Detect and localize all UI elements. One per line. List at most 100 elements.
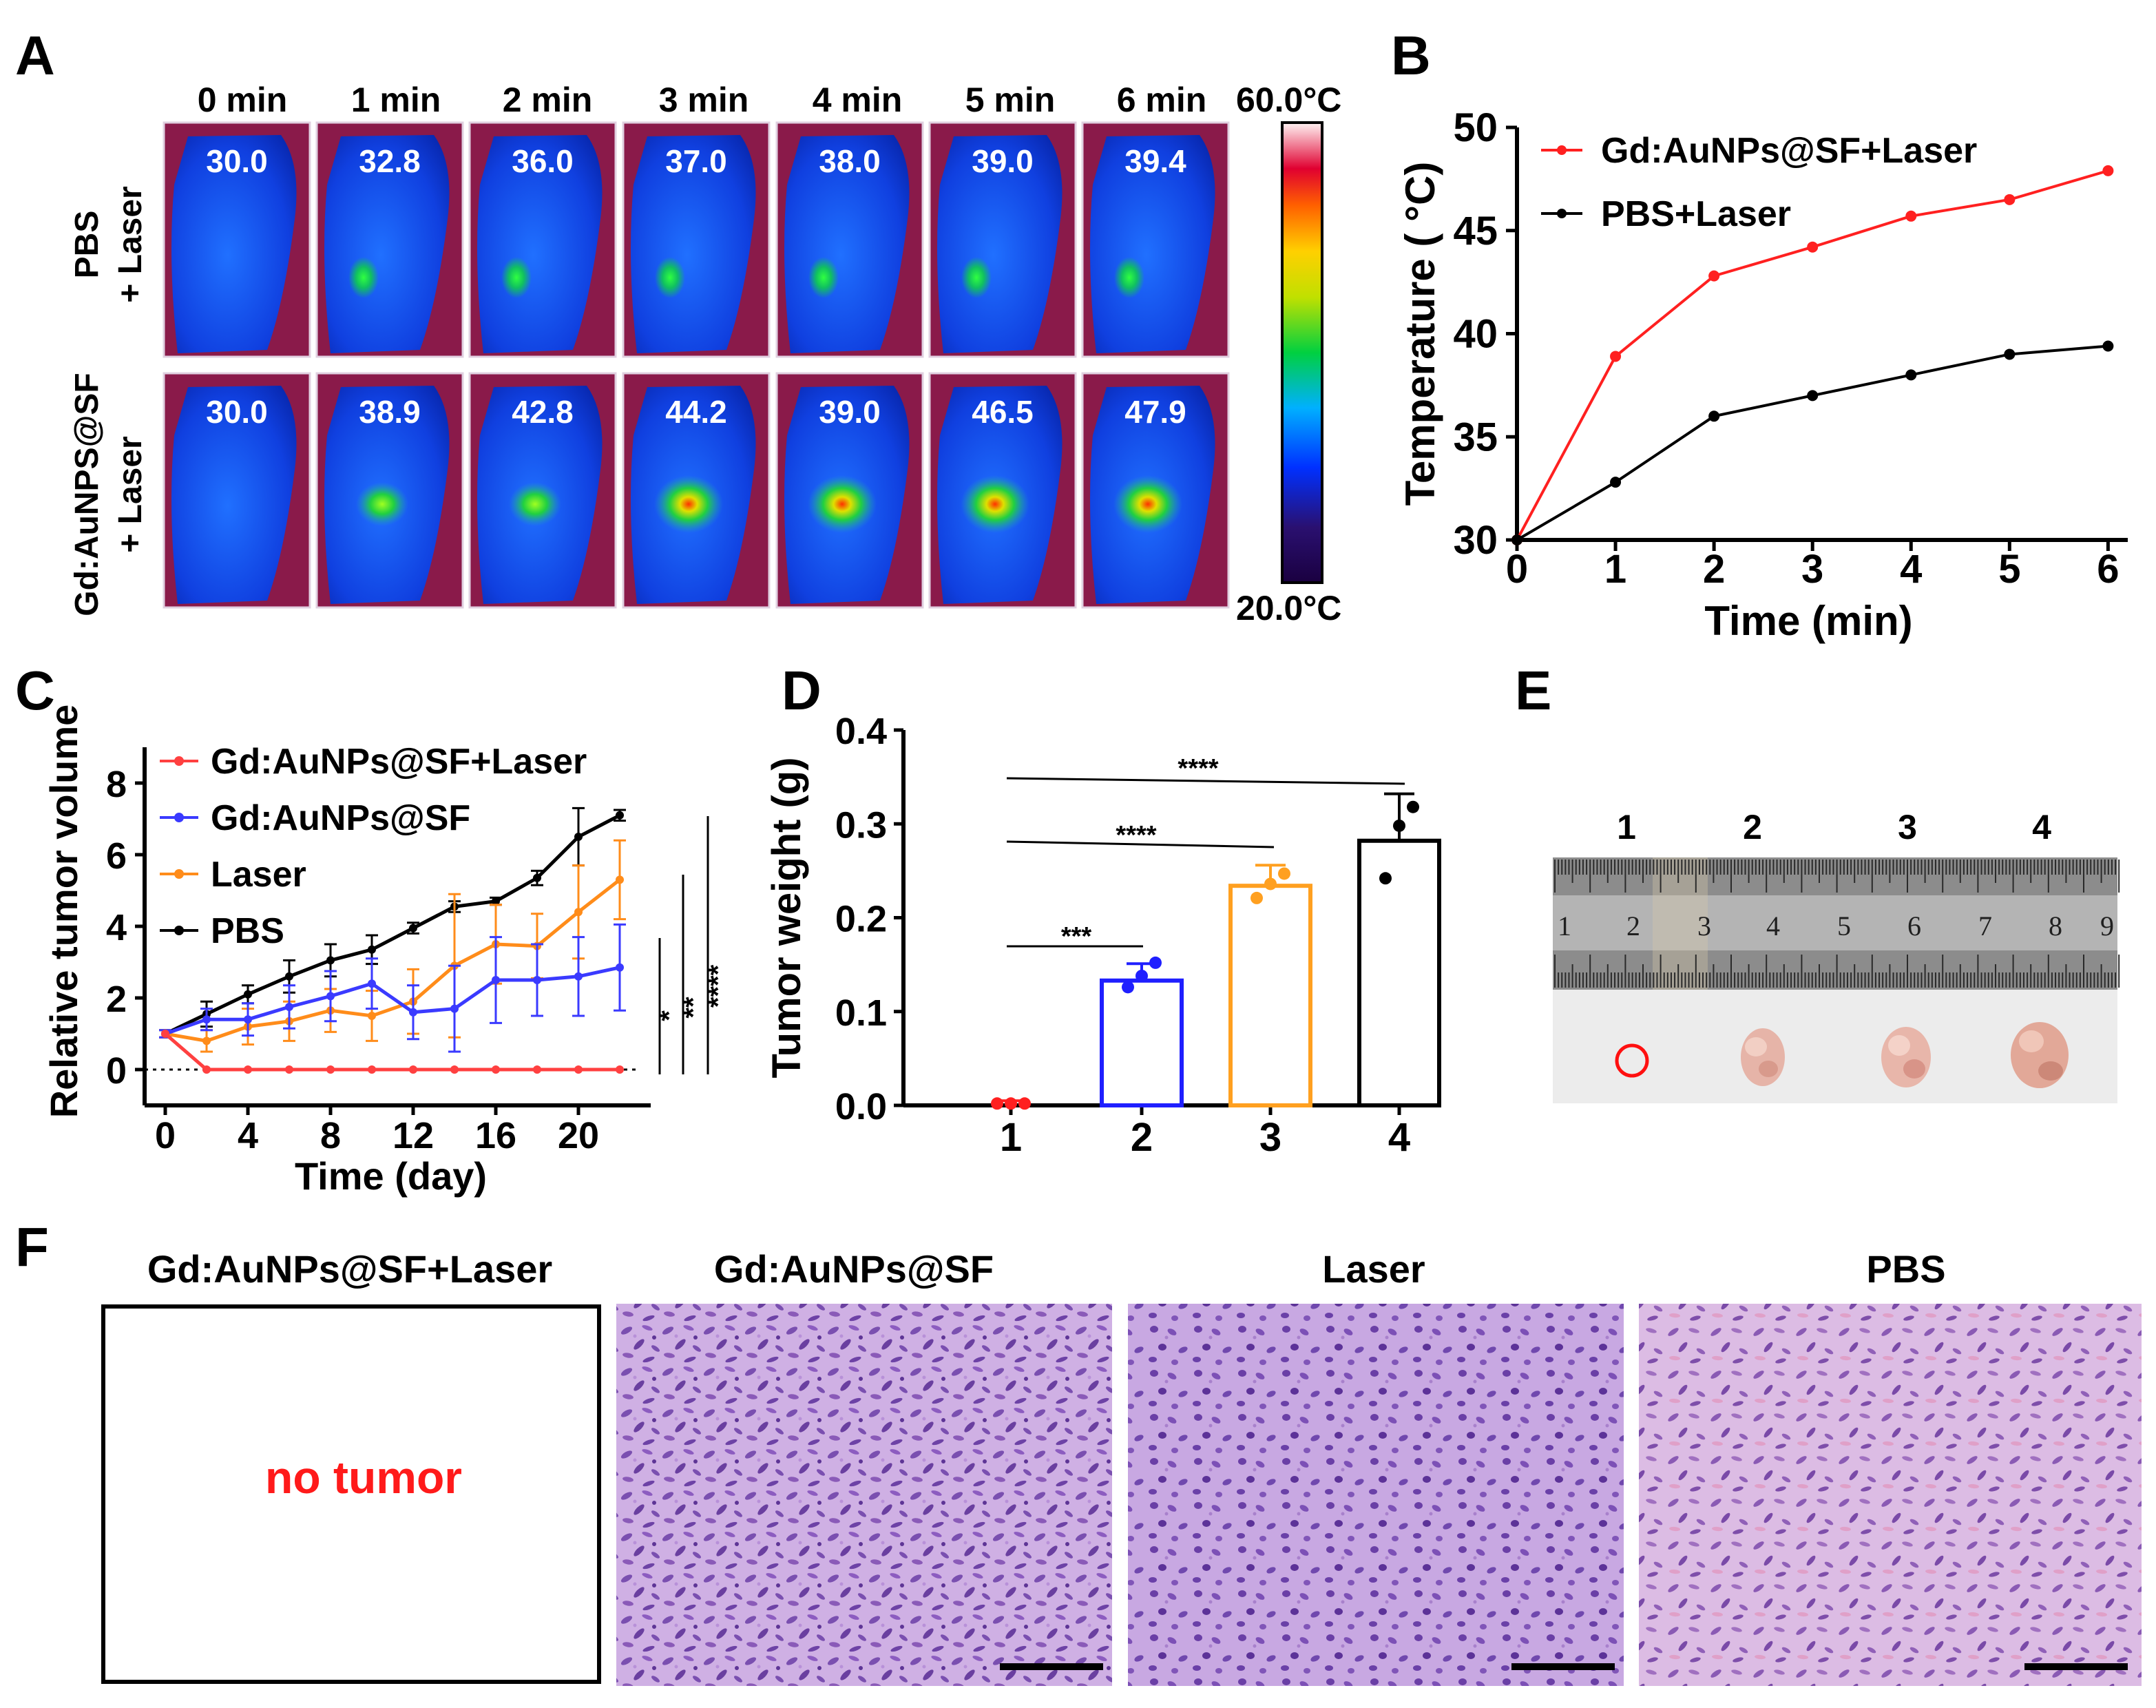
ruler-glare bbox=[1653, 857, 1708, 990]
data-point bbox=[1905, 210, 1917, 222]
sig-line-d3 bbox=[1006, 777, 1405, 785]
data-point bbox=[1708, 410, 1720, 422]
row-label-gd-2: + Laser bbox=[112, 436, 149, 552]
sig-c-1: * bbox=[654, 1010, 684, 1021]
data-point bbox=[244, 1015, 252, 1024]
time-label-5: 5 min bbox=[965, 81, 1056, 119]
ruler-number-9: 9 bbox=[2100, 910, 2114, 941]
f-title-2: Gd:AuNPs@SF bbox=[714, 1247, 994, 1291]
data-point bbox=[1005, 1097, 1017, 1110]
y-tick-label: 45 bbox=[1453, 209, 1498, 253]
data-point bbox=[450, 1065, 459, 1074]
panel-e: E 1 2 3 4 1 2 3 4 5 6 7 8 9 bbox=[1515, 660, 2120, 1103]
data-point bbox=[492, 976, 500, 984]
chart-c: 0 2 4 6 8 0 4 8 12 16 20 Time (day) Relative tumor v… bbox=[42, 705, 651, 1198]
x-tick-label: 5 bbox=[1998, 547, 2020, 592]
panel-label-b: B bbox=[1391, 25, 1431, 86]
heat-spot bbox=[1113, 475, 1182, 533]
temperature-value: 39.4 bbox=[1124, 143, 1186, 179]
histology-laser bbox=[1128, 1304, 1624, 1686]
mouse-body bbox=[1090, 135, 1215, 353]
bar-3 bbox=[1228, 884, 1312, 1108]
data-point bbox=[1610, 477, 1622, 488]
data-point bbox=[244, 1065, 252, 1074]
data-point bbox=[409, 1065, 417, 1074]
tumor-2 bbox=[1741, 1028, 1785, 1086]
temperature-value: 42.8 bbox=[512, 394, 574, 430]
tumor-4 bbox=[2011, 1022, 2069, 1088]
legend-label-0: Gd:AuNPs@SF+Laser bbox=[1601, 131, 1977, 171]
panel-a: A 0 min 1 min 2 min 3 min 4 min 5 min 6 … bbox=[15, 25, 1341, 627]
temperature-value: 30.0 bbox=[206, 143, 268, 179]
x-tick-label: 1 bbox=[1604, 547, 1626, 592]
temperature-value: 37.0 bbox=[665, 143, 727, 179]
time-label-2: 2 min bbox=[503, 81, 593, 119]
heat-spot bbox=[348, 257, 379, 298]
x-tick-label: 3 bbox=[1801, 547, 1823, 592]
temperature-value: 39.0 bbox=[819, 394, 881, 430]
heat-spot bbox=[655, 257, 685, 298]
temperature-value: 32.8 bbox=[359, 143, 421, 179]
data-point bbox=[1807, 241, 1819, 253]
heat-spot bbox=[808, 475, 877, 533]
ruler-number-5: 5 bbox=[1837, 910, 1851, 941]
x-tick-label: 2 bbox=[1131, 1115, 1153, 1160]
x-tick-label: 0 bbox=[1506, 547, 1528, 592]
temperature-value: 38.0 bbox=[819, 143, 881, 179]
x-axis-label: Time (day) bbox=[295, 1154, 487, 1198]
mouse-body bbox=[477, 135, 603, 353]
sig-line-d2 bbox=[1006, 840, 1275, 848]
no-tumor-box bbox=[101, 1304, 601, 1684]
data-point bbox=[1393, 819, 1405, 832]
panel-c: C 0 2 4 6 8 0 4 8 12 16 20 Time (day) Relative tumor… bbox=[15, 660, 733, 1198]
histology-gd-aunps-sf bbox=[616, 1304, 1112, 1686]
data-point bbox=[409, 1008, 417, 1017]
mouse-body bbox=[631, 135, 756, 353]
mouse-body bbox=[171, 386, 297, 604]
thermal-images: 30.0 32.8 36.0 37.0 38.0 39.0 39.4 30.0 38.9 42.8… bbox=[163, 121, 1230, 609]
sig-d-3: **** bbox=[1178, 754, 1218, 783]
ruler-number-7: 7 bbox=[1978, 910, 1992, 941]
temperature-value: 30.0 bbox=[206, 394, 268, 430]
y-axis-label: Temperature ( °C) bbox=[1397, 162, 1443, 506]
data-point bbox=[368, 979, 376, 988]
ruler-number-3: 3 bbox=[1697, 910, 1711, 941]
panel-label-f: F bbox=[15, 1216, 49, 1278]
data-point bbox=[409, 924, 417, 933]
data-point bbox=[326, 1065, 335, 1074]
panel-label-e: E bbox=[1515, 660, 1551, 721]
row-label-pbs-2: + Laser bbox=[112, 186, 149, 302]
data-point bbox=[533, 873, 541, 882]
temperature-value: 36.0 bbox=[512, 143, 574, 179]
series-line-2 bbox=[165, 878, 621, 1043]
y-tick-label: 2 bbox=[106, 979, 127, 1020]
data-point bbox=[533, 976, 541, 984]
data-point bbox=[616, 963, 624, 972]
significance-d: *** **** **** bbox=[1006, 754, 1405, 951]
x-tick-label: 2 bbox=[1703, 547, 1725, 592]
data-point bbox=[1264, 877, 1277, 891]
y-axis-label: Tumor weight (g) bbox=[764, 757, 809, 1078]
mouse-body bbox=[171, 135, 297, 353]
series-line-3 bbox=[164, 813, 621, 1036]
data-point bbox=[368, 1065, 376, 1074]
f-title-3: Laser bbox=[1322, 1247, 1425, 1291]
data-point bbox=[2102, 165, 2114, 176]
series-line-0 bbox=[164, 1032, 620, 1072]
colorbar-max-label: 60.0°C bbox=[1236, 81, 1341, 119]
heat-spot bbox=[1114, 257, 1144, 298]
ruler-number-6: 6 bbox=[1907, 910, 1921, 941]
time-label-1: 1 min bbox=[351, 81, 441, 119]
time-label-0: 0 min bbox=[198, 81, 288, 119]
legend-marker-3 bbox=[174, 926, 184, 935]
temperature-value: 38.9 bbox=[359, 394, 421, 430]
heat-spot bbox=[356, 482, 408, 526]
x-tick-label: 16 bbox=[475, 1115, 516, 1156]
data-point bbox=[1610, 351, 1622, 362]
data-point bbox=[285, 1003, 293, 1011]
data-point bbox=[285, 1065, 293, 1074]
data-point bbox=[368, 945, 376, 954]
sig-d-1: *** bbox=[1061, 922, 1092, 951]
